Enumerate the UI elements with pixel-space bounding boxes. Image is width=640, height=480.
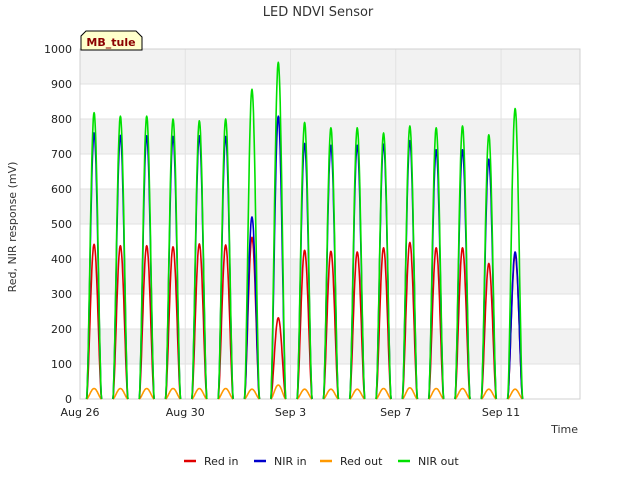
site-badge-box: [80, 30, 143, 51]
y-axis-label: Red, NIR response (mV): [6, 162, 19, 293]
legend-label: NIR in: [274, 455, 307, 468]
x-tick-label: Sep 3: [275, 406, 306, 419]
site-badge: MB_tule: [80, 30, 143, 51]
y-tick-label: 300: [51, 288, 72, 301]
y-tick-label: 800: [51, 113, 72, 126]
x-axis-label: Time: [550, 423, 578, 436]
plot-frame: [79, 48, 581, 400]
series-line-red-in: [85, 236, 524, 400]
x-axis-ticks: Aug 26 Aug 30 Sep 3 Sep 7 Sep 11: [61, 406, 521, 419]
series-line-nir-out: [85, 61, 524, 400]
series-line-nir-in: [85, 115, 524, 400]
y-tick-label: 400: [51, 253, 72, 266]
series-line-red-out: [86, 384, 524, 400]
y-tick-label: 500: [51, 218, 72, 231]
x-tick-label: Aug 26: [61, 406, 100, 419]
y-tick-label: 900: [51, 78, 72, 91]
legend-label: NIR out: [418, 455, 459, 468]
x-tick-label: Sep 11: [482, 406, 520, 419]
legend-label: Red out: [340, 455, 383, 468]
chart-title: LED NDVI Sensor: [263, 5, 374, 20]
grid-band: [80, 189, 580, 224]
y-tick-label: 1000: [44, 43, 72, 56]
site-badge-text: MB_tule: [86, 36, 135, 49]
grid-band: [80, 329, 580, 364]
x-tick-label: Aug 30: [166, 406, 205, 419]
grid-band: [80, 49, 580, 84]
y-tick-label: 600: [51, 183, 72, 196]
y-tick-label: 700: [51, 148, 72, 161]
legend: Red in NIR in Red out NIR out: [184, 455, 459, 468]
x-tick-label: Sep 7: [380, 406, 411, 419]
y-tick-label: 200: [51, 323, 72, 336]
y-tick-label: 100: [51, 358, 72, 371]
y-axis-ticks: 0 100 200 300 400 500 600 700 800 900 1000: [44, 43, 72, 406]
y-tick-label: 0: [65, 393, 72, 406]
series-group: [85, 61, 524, 400]
legend-label: Red in: [204, 455, 238, 468]
